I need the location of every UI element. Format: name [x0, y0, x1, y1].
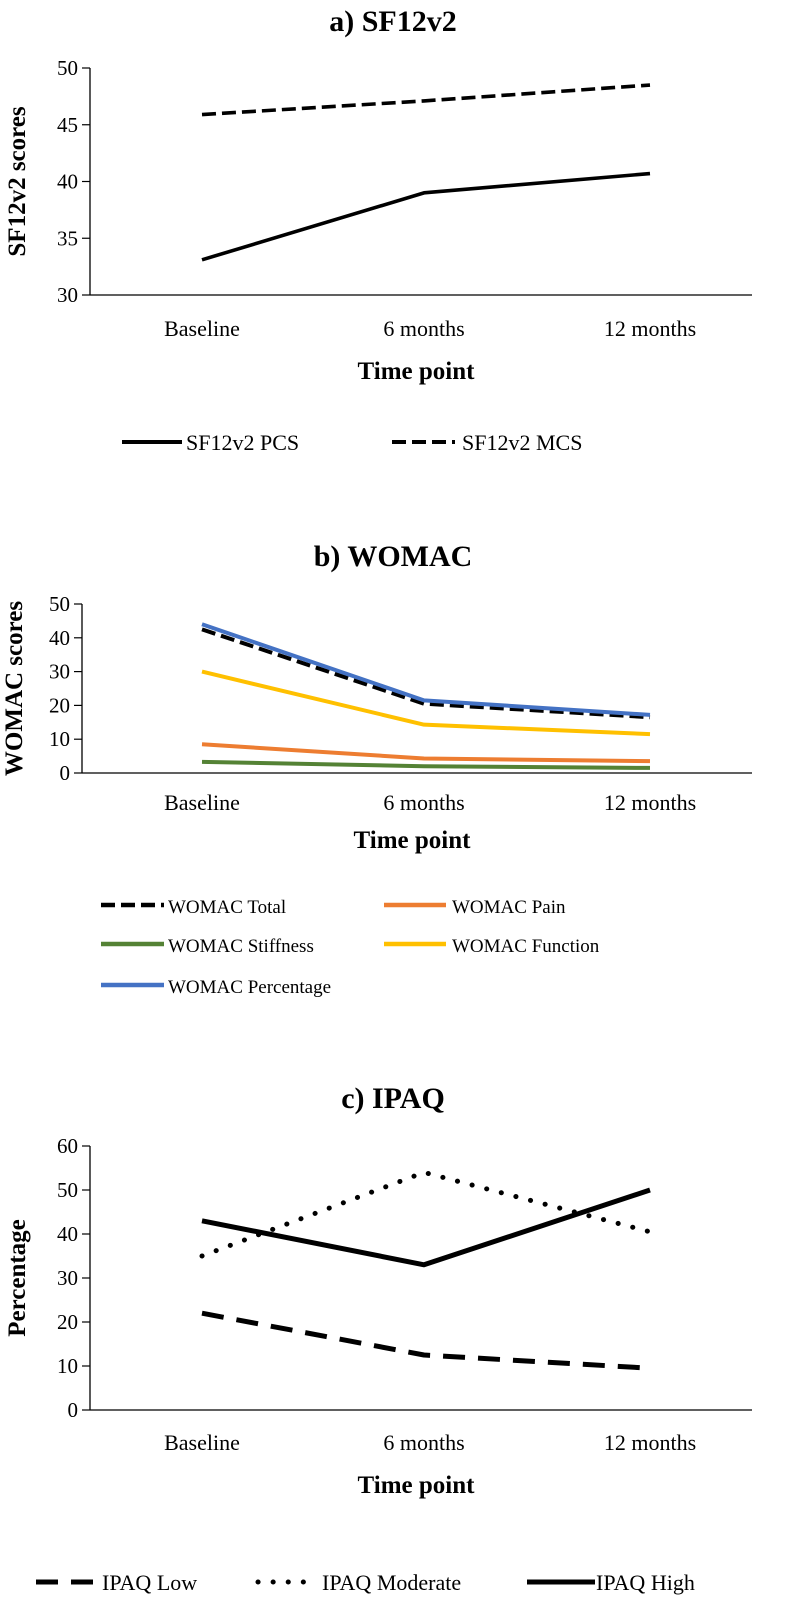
legend-label: WOMAC Total [168, 897, 286, 918]
series-line-ipaq-low [201, 1310, 651, 1371]
legend: SF12v2 PCS SF12v2 MCS [122, 430, 582, 455]
x-tick-label: Baseline [164, 316, 240, 341]
x-axis-label: Time point [358, 1472, 476, 1499]
legend-label: IPAQ Low [102, 1570, 197, 1595]
series-line-womac-total [201, 627, 651, 720]
y-tick-label: 20 [49, 693, 70, 717]
legend-label: IPAQ High [596, 1570, 695, 1595]
series-line-womac-function [201, 669, 651, 737]
series-line-womac-pain [201, 742, 651, 764]
legend-label: WOMAC Stiffness [168, 936, 314, 957]
x-tick-label: 12 months [604, 1430, 696, 1455]
series-line-womac-stiffness [201, 759, 651, 770]
chart-title: a) SF12v2 [329, 5, 457, 38]
y-tick-label: 30 [57, 283, 78, 307]
y-tick-label: 40 [57, 1222, 78, 1246]
legend-label: IPAQ Moderate [322, 1570, 461, 1595]
y-tick-label: 30 [57, 1266, 78, 1290]
y-tick-label: 0 [60, 761, 71, 785]
x-tick-label: 6 months [383, 1430, 464, 1455]
legend-item: SF12v2 MCS [392, 430, 582, 455]
y-axis-label: WOMAC scores [1, 601, 28, 776]
series-line-womac-percentage [201, 622, 651, 717]
chart-1: a) SF12v2 SF12v2 scores 30 35 40 45 50 Baseline… [4, 5, 752, 455]
legend-item: IPAQ Low [36, 1570, 197, 1595]
y-axis-label: Percentage [4, 1219, 31, 1337]
x-tick-label: 6 months [383, 790, 464, 815]
legend-item: IPAQ High [527, 1570, 695, 1595]
chart-2: b) WOMAC WOMAC scores 0 10 20 30 40 50 Baseline 6… [1, 540, 752, 998]
series-line-sf12v2-mcs [201, 83, 651, 117]
chart-3: c) IPAQ Percentage 0 10 20 30 40 50 60 Baseline 6 … [4, 1082, 752, 1595]
legend-item: WOMAC Percentage [101, 977, 331, 998]
y-tick-label: 20 [57, 1310, 78, 1334]
y-tick-label: 10 [57, 1354, 78, 1378]
x-axis-label: Time point [358, 358, 476, 385]
y-tick-label: 60 [57, 1134, 78, 1158]
legend-item: WOMAC Total [101, 897, 286, 918]
series-line-sf12v2-pcs [201, 171, 651, 262]
legend-item: SF12v2 PCS [122, 430, 299, 455]
y-tick-label: 40 [57, 170, 78, 194]
y-tick-label: 50 [57, 1178, 78, 1202]
x-tick-label: 6 months [383, 316, 464, 341]
legend: IPAQ Low IPAQ Moderate IPAQ High [36, 1570, 695, 1595]
series-line-ipaq-high [201, 1187, 651, 1268]
y-tick-label: 50 [57, 56, 78, 80]
legend-label: SF12v2 PCS [186, 430, 299, 455]
x-tick-label: 12 months [604, 316, 696, 341]
legend-item: WOMAC Pain [384, 897, 566, 918]
x-tick-label: Baseline [164, 1430, 240, 1455]
legend: WOMAC Total WOMAC Pain WOMAC Stiffness WOMA… [101, 897, 600, 998]
x-axis-label: Time point [354, 827, 472, 854]
legend-label: WOMAC Pain [452, 897, 566, 918]
y-axis-label: SF12v2 scores [4, 106, 31, 256]
y-tick-label: 45 [57, 113, 78, 137]
legend-label: WOMAC Percentage [168, 977, 331, 998]
series-line-ipaq-moderate [199, 1169, 653, 1259]
legend-item: IPAQ Moderate [255, 1570, 461, 1595]
legend-label: WOMAC Function [452, 936, 600, 957]
x-tick-label: Baseline [164, 790, 240, 815]
chart-title: b) WOMAC [314, 540, 473, 573]
y-tick-label: 50 [49, 592, 70, 616]
y-tick-label: 10 [49, 727, 70, 751]
y-tick-label: 0 [68, 1398, 79, 1422]
legend-item: WOMAC Function [384, 936, 600, 957]
legend-item: WOMAC Stiffness [101, 936, 314, 957]
x-tick-label: 12 months [604, 790, 696, 815]
chart-title: c) IPAQ [341, 1082, 445, 1115]
y-tick-label: 35 [57, 226, 78, 250]
y-tick-label: 40 [49, 626, 70, 650]
y-tick-label: 30 [49, 660, 70, 684]
legend-label: SF12v2 MCS [462, 430, 582, 455]
